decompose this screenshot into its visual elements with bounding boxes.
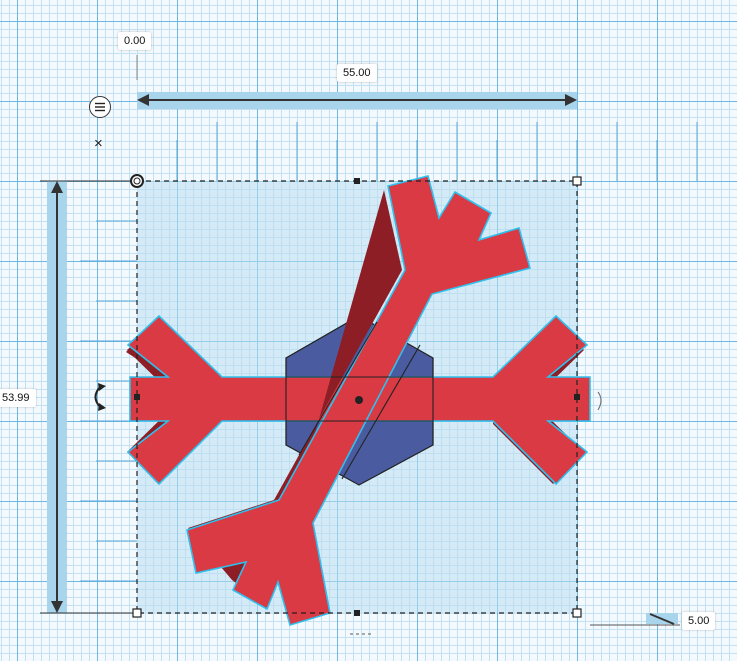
height-dimension-label[interactable]: 5.00 — [682, 612, 716, 630]
origin-coordinate-label[interactable]: 0.00 — [118, 32, 152, 50]
edge-handle-bottom[interactable] — [354, 610, 360, 616]
width-dimension-label[interactable]: 55.00 — [337, 64, 377, 82]
depth-dimension-label[interactable]: 53.99 — [0, 389, 36, 407]
corner-handle-bottom-right[interactable] — [572, 608, 582, 618]
edge-handle-top[interactable] — [354, 178, 360, 184]
snowflake-shape-group[interactable] — [126, 175, 591, 627]
menu-lines-icon — [95, 102, 105, 112]
rotate-arrow-icon[interactable] — [94, 383, 107, 411]
shape-menu-button[interactable] — [89, 96, 111, 118]
close-icon[interactable]: × — [94, 135, 103, 152]
width-arrow-right-icon — [565, 94, 577, 106]
top-ruler-ticks — [176, 122, 698, 181]
origin-handle-inner — [133, 177, 141, 185]
corner-handle-origin[interactable] — [130, 174, 144, 188]
width-arrow-left-icon — [137, 94, 149, 106]
edge-handle-left[interactable] — [134, 394, 140, 400]
diagonal-arm-shadow — [188, 190, 402, 606]
depth-arrow-bottom-icon — [51, 601, 63, 613]
shape-center-marker[interactable] — [355, 396, 363, 404]
rotate-handle-right-icon[interactable] — [597, 391, 602, 411]
corner-handle-bottom-left[interactable] — [132, 608, 142, 618]
edge-handle-right[interactable] — [574, 394, 580, 400]
height-dimension-line — [649, 613, 675, 625]
shape-intersection-lines — [285, 321, 434, 480]
corner-handle-top-right[interactable] — [572, 176, 582, 186]
depth-arrow-top-icon — [51, 181, 63, 193]
left-ruler-ticks — [80, 220, 137, 582]
